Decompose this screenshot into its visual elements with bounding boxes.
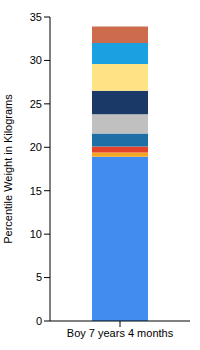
svg-text:10: 10 bbox=[30, 228, 42, 240]
svg-text:35: 35 bbox=[30, 11, 42, 23]
svg-text:0: 0 bbox=[36, 315, 42, 327]
svg-text:Percentile Weight in Kilograms: Percentile Weight in Kilograms bbox=[8, 94, 14, 244]
svg-text:20: 20 bbox=[30, 141, 42, 153]
svg-text:Boy 7 years 4 months: Boy 7 years 4 months bbox=[67, 327, 174, 339]
svg-text:30: 30 bbox=[30, 54, 42, 66]
svg-text:5: 5 bbox=[36, 271, 42, 283]
svg-text:25: 25 bbox=[30, 98, 42, 110]
svg-text:15: 15 bbox=[30, 185, 42, 197]
